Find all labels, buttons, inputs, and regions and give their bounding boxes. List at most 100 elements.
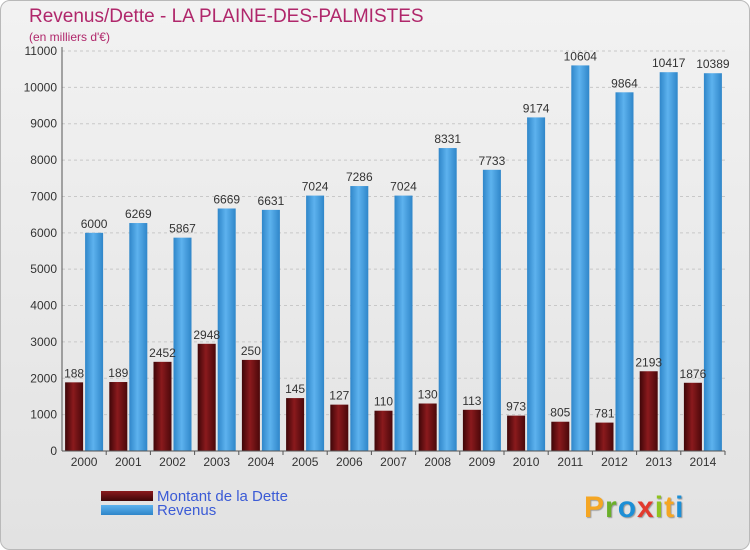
bar-revenue bbox=[703, 73, 722, 451]
bar-revenue bbox=[571, 65, 590, 452]
legend-item-revenue: Revenus bbox=[101, 501, 217, 519]
data-label-revenue: 6631 bbox=[258, 194, 285, 208]
bar-debt bbox=[551, 421, 570, 451]
chart-title: Revenus/Dette - LA PLAINE-DES-PALMISTES bbox=[29, 6, 424, 27]
bar-revenue bbox=[129, 223, 148, 451]
x-tick-label: 2004 bbox=[248, 455, 275, 469]
logo-letter: o bbox=[617, 491, 638, 524]
data-label-debt: 805 bbox=[550, 406, 570, 420]
y-tick-label: 7000 bbox=[30, 189, 57, 203]
legend-item-debt: Montant de la Dette bbox=[101, 487, 288, 505]
y-tick-label: 0 bbox=[50, 444, 57, 458]
bar-debt bbox=[109, 382, 128, 451]
data-label-debt: 110 bbox=[374, 395, 393, 409]
legend-label-revenue: Revenus bbox=[157, 501, 217, 519]
data-label-revenue: 9864 bbox=[611, 76, 638, 90]
y-tick-label: 2000 bbox=[30, 371, 57, 385]
x-tick-label: 2012 bbox=[601, 455, 628, 469]
data-label-revenue: 6000 bbox=[81, 217, 108, 231]
y-tick-label: 6000 bbox=[30, 226, 57, 240]
x-tick-label: 2008 bbox=[424, 455, 451, 469]
data-label-debt: 145 bbox=[285, 382, 305, 396]
x-tick-label: 2010 bbox=[513, 455, 540, 469]
bar-debt bbox=[286, 398, 305, 451]
data-label-revenue: 6669 bbox=[213, 192, 240, 206]
data-label-revenue: 5867 bbox=[169, 222, 196, 236]
x-tick-label: 2007 bbox=[380, 455, 407, 469]
y-tick-label: 1000 bbox=[30, 408, 57, 422]
data-label-debt: 189 bbox=[108, 366, 128, 380]
y-tick-label: 11000 bbox=[25, 44, 58, 58]
bar-debt bbox=[418, 403, 437, 451]
x-tick-label: 2001 bbox=[115, 455, 142, 469]
bar-revenue bbox=[438, 148, 457, 451]
bar-revenue bbox=[217, 208, 236, 451]
chart-subtitle: (en milliers d'€) bbox=[29, 30, 110, 44]
x-tick-label: 2014 bbox=[690, 455, 717, 469]
x-tick-label: 2006 bbox=[336, 455, 363, 469]
data-label-debt: 2948 bbox=[193, 328, 220, 342]
data-label-debt: 973 bbox=[506, 400, 526, 414]
x-tick-label: 2009 bbox=[469, 455, 496, 469]
bar-debt bbox=[595, 422, 614, 451]
x-tick-label: 2003 bbox=[203, 455, 230, 469]
logo-letter: P bbox=[584, 491, 606, 524]
y-tick-label: 3000 bbox=[30, 335, 57, 349]
logo-letter: i bbox=[675, 491, 685, 524]
bar-debt bbox=[683, 382, 702, 451]
legend-label-debt: Montant de la Dette bbox=[157, 487, 288, 505]
bar-revenue bbox=[306, 195, 325, 451]
bar-debt bbox=[507, 415, 526, 451]
bar-debt bbox=[374, 410, 393, 451]
data-label-debt: 1876 bbox=[680, 367, 707, 381]
y-tick-label: 10000 bbox=[24, 80, 58, 94]
data-label-debt: 250 bbox=[241, 344, 261, 358]
y-tick-label: 5000 bbox=[30, 262, 57, 276]
data-label-revenue: 7024 bbox=[302, 180, 329, 194]
logo-letter: i bbox=[654, 491, 665, 524]
bar-debt bbox=[639, 371, 658, 451]
bar-revenue bbox=[394, 195, 413, 451]
bar-debt bbox=[197, 343, 216, 451]
data-label-debt: 2452 bbox=[149, 346, 176, 360]
bar-debt bbox=[462, 409, 481, 451]
bar-debt bbox=[65, 382, 84, 451]
bar-debt bbox=[330, 404, 349, 451]
data-label-revenue: 10604 bbox=[564, 49, 598, 63]
logo-letter: x bbox=[637, 491, 655, 524]
proxiti-logo: Proxiti bbox=[584, 491, 684, 525]
data-label-revenue: 10389 bbox=[696, 57, 730, 71]
data-label-debt: 130 bbox=[418, 388, 438, 402]
x-tick-label: 2013 bbox=[645, 455, 672, 469]
bar-revenue bbox=[659, 72, 678, 451]
x-tick-label: 2000 bbox=[71, 455, 98, 469]
bar-revenue bbox=[615, 92, 634, 452]
bar-revenue bbox=[85, 232, 104, 451]
data-label-revenue: 8331 bbox=[434, 132, 461, 146]
x-tick-label: 2011 bbox=[557, 455, 583, 469]
legend-swatch-debt bbox=[101, 491, 153, 501]
data-label-revenue: 6269 bbox=[125, 207, 152, 221]
data-label-revenue: 7024 bbox=[390, 180, 417, 194]
bar-debt bbox=[241, 359, 260, 451]
data-label-revenue: 10417 bbox=[652, 56, 686, 70]
x-tick-label: 2002 bbox=[159, 455, 186, 469]
y-tick-label: 9000 bbox=[30, 117, 57, 131]
legend-swatch-revenue bbox=[101, 505, 153, 515]
bar-debt bbox=[153, 361, 172, 451]
data-label-debt: 113 bbox=[462, 394, 481, 408]
data-label-revenue: 9174 bbox=[523, 101, 550, 115]
data-label-revenue: 7733 bbox=[479, 154, 506, 168]
data-label-debt: 127 bbox=[329, 389, 349, 403]
data-label-debt: 188 bbox=[64, 366, 84, 380]
x-tick-label: 2005 bbox=[292, 455, 319, 469]
data-label-debt: 2193 bbox=[635, 355, 662, 369]
bar-revenue bbox=[261, 209, 280, 451]
bar-revenue bbox=[173, 237, 192, 451]
bar-revenue bbox=[482, 169, 501, 452]
logo-letter: t bbox=[664, 491, 676, 524]
data-label-debt: 781 bbox=[594, 407, 614, 421]
bar-revenue bbox=[350, 186, 369, 451]
